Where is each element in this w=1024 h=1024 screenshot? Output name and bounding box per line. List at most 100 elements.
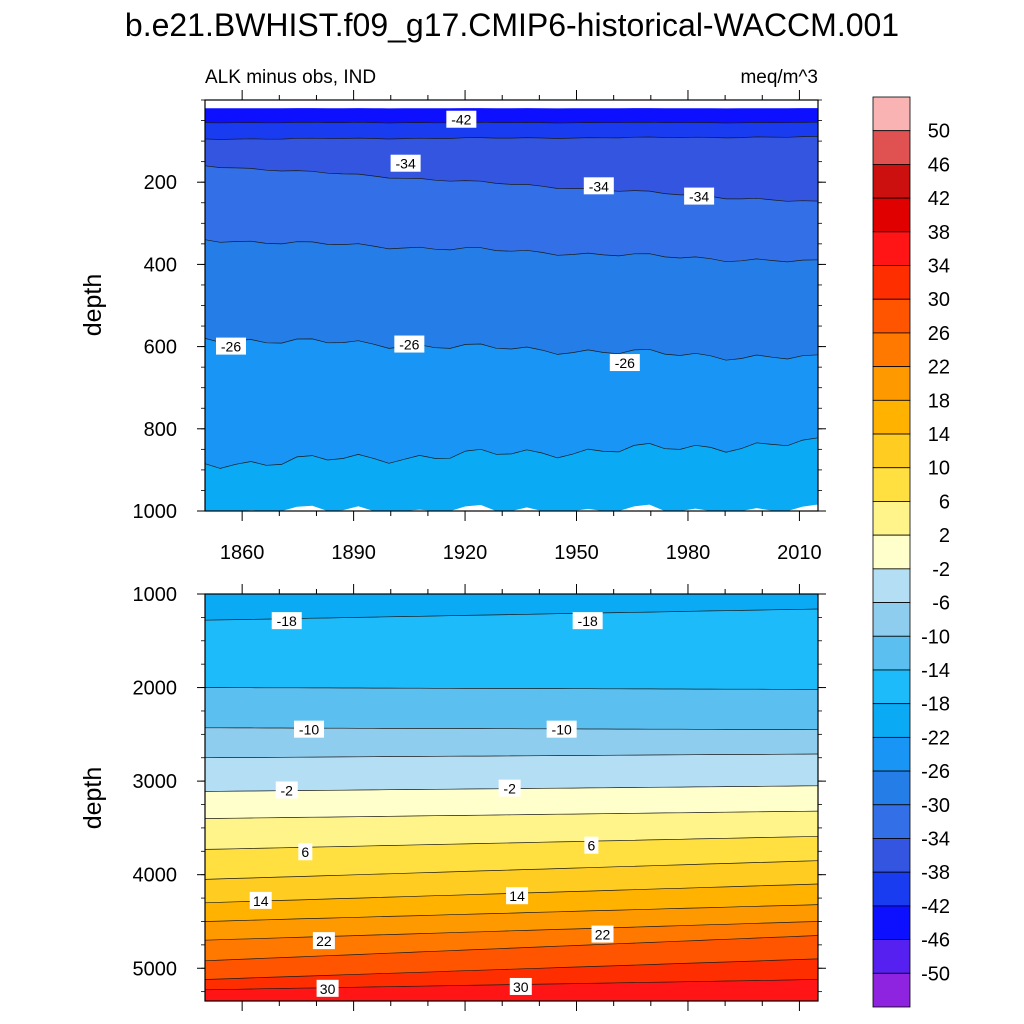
contour-line bbox=[204, 904, 819, 922]
colorbar-label: -14 bbox=[921, 660, 950, 682]
upper-panel: -42 -34 -34 -34 -26 -26 -26 200 400 600 800 1000 186… bbox=[133, 90, 826, 564]
colorbar-label: -46 bbox=[921, 930, 950, 952]
colorbar-swatch bbox=[872, 838, 911, 873]
colorbar-swatch bbox=[872, 905, 911, 940]
contour-label: 6 bbox=[587, 838, 595, 854]
contour-band-11 bbox=[205, 904, 818, 941]
contour-band-3 bbox=[205, 136, 818, 202]
colorbar-swatch bbox=[872, 669, 911, 705]
colorbar-swatch bbox=[872, 939, 911, 974]
colorbar-label: -50 bbox=[921, 963, 950, 985]
contour-label: -26 bbox=[615, 355, 635, 371]
colorbar-swatch bbox=[872, 703, 911, 738]
contour-label-box bbox=[316, 979, 339, 997]
contour-band-5 bbox=[205, 239, 818, 361]
contour-band-6 bbox=[205, 785, 818, 819]
contour-label: -10 bbox=[552, 722, 572, 738]
colorbar-label: -38 bbox=[921, 862, 950, 884]
x-tick-label: 1860 bbox=[220, 542, 265, 564]
colorbar-swatch bbox=[872, 96, 911, 132]
colorbar-label: 10 bbox=[928, 458, 950, 480]
contour-label: -10 bbox=[299, 722, 319, 738]
contour-line bbox=[204, 958, 819, 980]
contour-label: -34 bbox=[689, 189, 709, 205]
colorbar-label: -30 bbox=[921, 795, 950, 817]
contour-line bbox=[204, 935, 819, 962]
colorbar-swatch bbox=[872, 804, 911, 839]
contour-label: 30 bbox=[320, 981, 336, 997]
contour-label: -18 bbox=[277, 613, 297, 629]
contour-label: -26 bbox=[399, 337, 419, 353]
colorbar-swatch bbox=[872, 534, 911, 570]
contour-band-1 bbox=[205, 594, 818, 621]
contour-label: -18 bbox=[578, 613, 598, 629]
contour-label-box bbox=[583, 177, 614, 195]
y-tick-label: 1000 bbox=[133, 584, 178, 606]
contour-line bbox=[204, 121, 819, 124]
colorbar-swatch bbox=[872, 366, 911, 401]
contour-label-box bbox=[572, 612, 603, 630]
contour-label-box bbox=[591, 925, 614, 943]
contour-label: 6 bbox=[301, 844, 309, 860]
colorbar-label: -22 bbox=[921, 727, 950, 749]
right-subtitle: meq/m^3 bbox=[740, 67, 818, 88]
contour-band-8 bbox=[205, 836, 818, 880]
contour-band-4 bbox=[205, 165, 818, 262]
contour-band-2 bbox=[205, 609, 818, 690]
colorbar-swatch bbox=[872, 298, 911, 334]
contour-line bbox=[204, 239, 819, 263]
colorbar-label: 22 bbox=[928, 357, 950, 379]
contour-label-box bbox=[298, 843, 313, 861]
contour-band-13 bbox=[205, 935, 818, 980]
y-tick-label: 3000 bbox=[133, 771, 178, 793]
colorbar-swatch bbox=[872, 635, 911, 671]
x-tick-label: 1920 bbox=[443, 542, 488, 564]
colorbar-label: 6 bbox=[939, 491, 950, 513]
y-tick-label: 600 bbox=[144, 337, 177, 359]
colorbar-label: 14 bbox=[928, 424, 950, 446]
colorbar-label: 2 bbox=[939, 525, 950, 547]
y-tick-label: 200 bbox=[144, 172, 177, 194]
colorbar-swatch bbox=[872, 332, 911, 368]
colorbar-swatch bbox=[872, 197, 911, 233]
colorbar-label: 34 bbox=[928, 256, 950, 278]
contour-label: -42 bbox=[451, 112, 471, 128]
colorbar-swatch bbox=[872, 568, 911, 603]
y-tick-label: 2000 bbox=[133, 678, 178, 700]
contour-label-box bbox=[498, 779, 521, 797]
contour-line bbox=[204, 338, 819, 361]
chart-title: b.e21.BWHIST.f09_g17.CMIP6-historical-WA… bbox=[125, 7, 899, 43]
contour-label-box bbox=[509, 977, 532, 995]
contour-band-7 bbox=[205, 811, 818, 850]
contour-label: 22 bbox=[316, 933, 332, 949]
contour-band-4 bbox=[205, 727, 818, 758]
lower-y-axis-label: depth bbox=[79, 767, 107, 830]
contour-band-7 bbox=[205, 437, 818, 511]
colorbar-label: 38 bbox=[928, 222, 950, 244]
plot-frame bbox=[204, 593, 819, 1002]
contour-band-5 bbox=[205, 754, 818, 792]
contour-band-2 bbox=[205, 122, 818, 140]
contour-line bbox=[204, 437, 819, 469]
contour-label-box bbox=[312, 932, 335, 950]
colorbar-label: -26 bbox=[921, 761, 950, 783]
colorbar-swatch bbox=[872, 231, 911, 266]
left-subtitle: ALK minus obs, IND bbox=[205, 67, 376, 88]
colorbar-swatch bbox=[872, 433, 911, 469]
y-tick-label: 400 bbox=[144, 254, 177, 276]
contour-label: -34 bbox=[589, 178, 609, 194]
contour-label-box bbox=[271, 612, 302, 630]
contour-label-box bbox=[506, 887, 529, 905]
colorbar-swatch bbox=[872, 602, 911, 637]
colorbar-label: 30 bbox=[928, 289, 950, 311]
y-tick-label: 800 bbox=[144, 419, 177, 441]
colorbar-label: 26 bbox=[928, 323, 950, 345]
contour-label-box bbox=[546, 720, 577, 738]
contour-label-box bbox=[446, 110, 477, 128]
contour-label-box bbox=[275, 781, 298, 799]
contour-line bbox=[204, 921, 819, 941]
contour-label-box bbox=[609, 354, 640, 372]
contour-label: -26 bbox=[221, 339, 241, 355]
contour-label-box bbox=[390, 154, 421, 172]
colorbar-swatch bbox=[872, 972, 911, 1008]
